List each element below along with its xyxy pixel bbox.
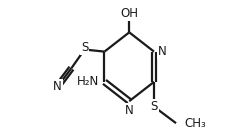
Text: H₂N: H₂N	[76, 75, 99, 88]
Text: N: N	[53, 80, 62, 93]
Text: N: N	[157, 45, 166, 58]
Text: N: N	[124, 104, 133, 117]
Text: S: S	[150, 100, 157, 113]
Text: OH: OH	[120, 7, 138, 20]
Text: CH₃: CH₃	[183, 117, 205, 130]
Text: S: S	[81, 41, 88, 54]
